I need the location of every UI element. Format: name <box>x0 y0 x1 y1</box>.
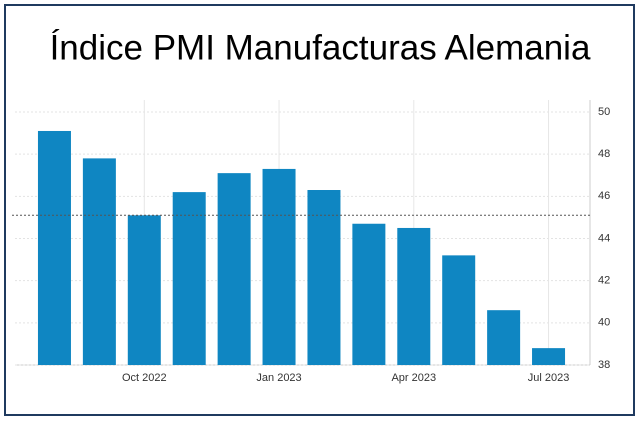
y-tick-label: 40 <box>598 317 610 329</box>
bar <box>532 348 566 365</box>
y-tick-label: 50 <box>598 106 610 118</box>
y-tick-label: 44 <box>598 232 610 244</box>
frame <box>4 4 635 416</box>
y-tick-label: 42 <box>598 275 610 287</box>
x-tick-label: Apr 2023 <box>391 372 436 384</box>
bar <box>487 310 521 365</box>
bar <box>172 192 206 365</box>
bar <box>262 168 296 365</box>
bar <box>397 227 431 365</box>
bar <box>442 255 476 365</box>
bar <box>82 158 116 365</box>
chart-title: Índice PMI Manufacturas Alemania <box>50 28 591 67</box>
x-tick-label: Jan 2023 <box>256 372 301 384</box>
bar <box>127 215 161 365</box>
bar <box>307 190 341 365</box>
y-tick-label: 48 <box>598 148 610 160</box>
bar <box>37 130 71 365</box>
y-tick-label: 46 <box>598 190 610 202</box>
y-tick-label: 38 <box>598 359 610 371</box>
bar <box>352 223 386 365</box>
x-tick-label: Oct 2022 <box>122 372 167 384</box>
x-tick-label: Jul 2023 <box>528 372 570 384</box>
bar <box>217 173 251 365</box>
